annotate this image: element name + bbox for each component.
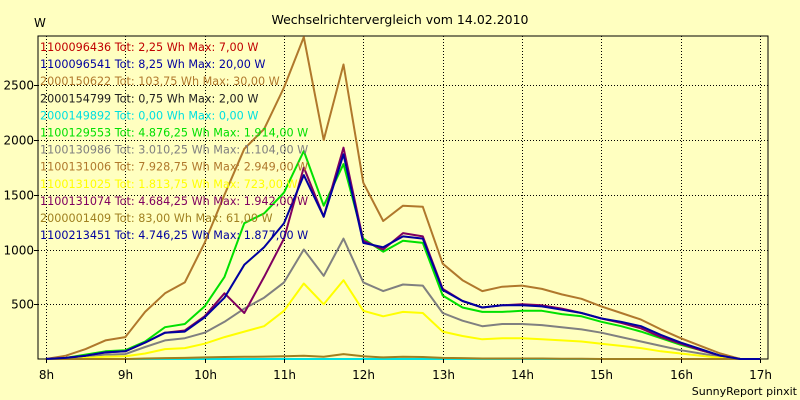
series-line-7	[45, 237, 761, 360]
x-tick-label: 15h	[590, 368, 613, 382]
legend-entry-7: 1100130986 Tot: 3.010,25 Wh Max: 1.104,0…	[40, 144, 308, 157]
y-axis-label: W	[34, 16, 46, 30]
legend-entry-9: 1100131025 Tot: 1.813,75 Wh Max: 723,00 …	[40, 178, 298, 191]
legend-entry-5: 2000149892 Tot: 0,00 Wh Max: 0,00 W	[40, 109, 258, 122]
legend-entry-10: 1100131074 Tot: 4.684,25 Wh Max: 1.942,0…	[40, 195, 308, 208]
series-line-9	[45, 279, 761, 360]
x-tick-label: 17h	[749, 368, 772, 382]
x-tick-label: 16h	[670, 368, 693, 382]
y-tick-label: 500	[11, 298, 34, 312]
x-tick-label: 8h	[39, 368, 54, 382]
chart-title: Wechselrichtervergleich vom 14.02.2010	[271, 12, 528, 27]
legend-entry-6: 1100129553 Tot: 4.876,25 Wh Max: 1.914,0…	[40, 127, 308, 140]
y-tick-label: 2000	[3, 134, 34, 148]
y-tick-label: 2500	[3, 79, 34, 93]
x-tick-label: 9h	[118, 368, 133, 382]
legend-entry-2: 1100096541 Tot: 8,25 Wh Max: 20,00 W	[40, 58, 266, 71]
x-tick-label: 11h	[273, 368, 296, 382]
x-tick-label: 10h	[194, 368, 217, 382]
series-line-12	[45, 153, 761, 360]
y-tick-label: 1000	[3, 244, 34, 258]
series-line-6	[45, 150, 761, 360]
legend-entry-3: 2000150622 Tot: 103,75 Wh Max: 30,00 W	[40, 75, 280, 88]
x-tick-label: 13h	[432, 368, 455, 382]
plot-area	[37, 35, 769, 360]
legend-entry-8: 1100131006 Tot: 7.928,75 Wh Max: 2.949,0…	[40, 161, 308, 174]
series-line-8	[45, 36, 761, 360]
y-tick-label: 1500	[3, 189, 34, 203]
legend-entry-12: 1100213451 Tot: 4.746,25 Wh Max: 1.877,0…	[40, 229, 308, 242]
x-tick-label: 12h	[352, 368, 375, 382]
legend-entry-1: 1100096436 Tot: 2,25 Wh Max: 7,00 W	[40, 41, 258, 54]
legend-entry-11: 2000001409 Tot: 83,00 Wh Max: 61,00 W	[40, 212, 273, 225]
x-tick-label: 14h	[511, 368, 534, 382]
footer-credit: SunnyReport pinxit	[692, 385, 798, 398]
legend-entry-4: 2000154799 Tot: 0,75 Wh Max: 2,00 W	[40, 92, 258, 105]
series-line-11	[45, 353, 761, 360]
